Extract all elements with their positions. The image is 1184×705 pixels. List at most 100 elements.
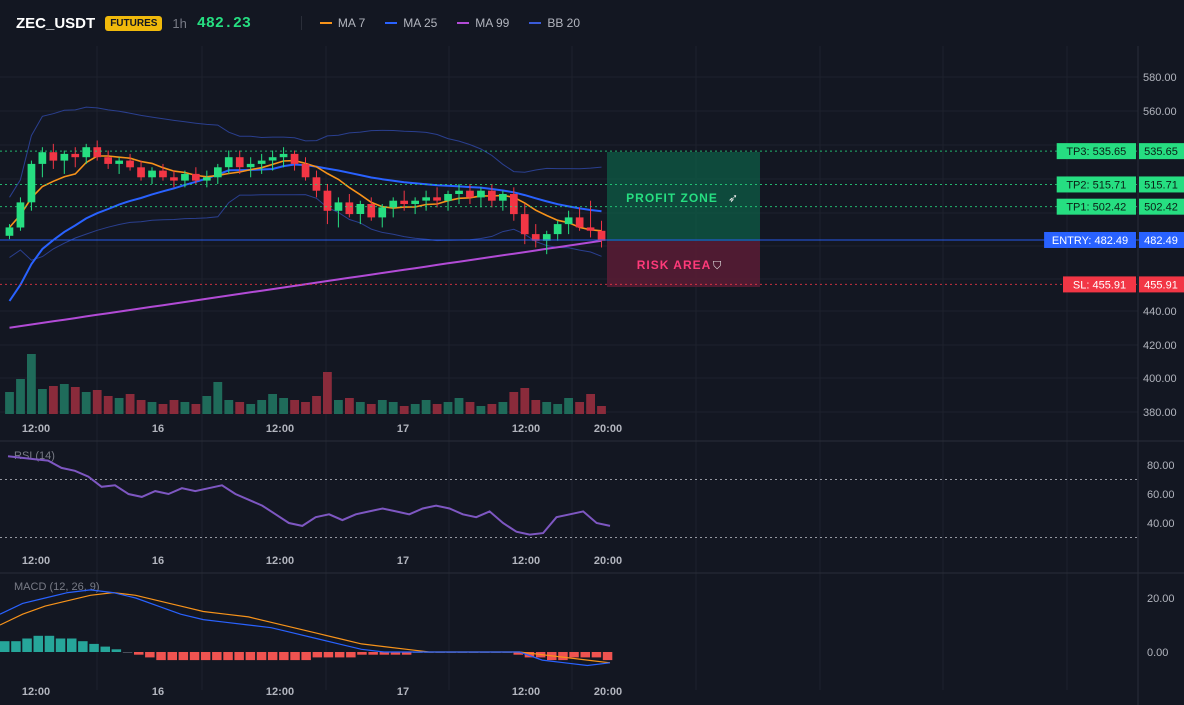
macd-histogram-bar xyxy=(256,652,267,661)
volume-bar xyxy=(410,404,420,414)
macd-histogram-bar xyxy=(569,652,579,658)
macd-histogram-bar xyxy=(279,652,289,661)
time-tick-label: 17 xyxy=(397,686,409,698)
level-axis-label: 482.49 xyxy=(1144,235,1178,247)
rsi-tick-label: 80.00 xyxy=(1147,460,1175,472)
legend-bb20-label: BB 20 xyxy=(547,16,581,30)
volume-bar xyxy=(443,402,453,414)
time-tick-label: 20:00 xyxy=(594,423,622,435)
bb-upper-line xyxy=(9,106,602,198)
candle-body xyxy=(575,217,584,228)
candle-body xyxy=(115,160,123,164)
last-price: 482.23 xyxy=(196,14,251,32)
macd-histogram-bar xyxy=(368,652,378,655)
level-axis-tag xyxy=(1139,198,1184,215)
macd-histogram-bar xyxy=(44,635,55,652)
risk-zone xyxy=(607,241,760,287)
price-tick-label: 580.00 xyxy=(1143,72,1177,84)
macd-title: MACD (12, 26, 9) xyxy=(14,581,100,593)
timeframe-label[interactable]: 1h xyxy=(172,15,187,31)
macd-histogram-bar xyxy=(312,652,323,658)
level-tag-label: ENTRY: 482.49 xyxy=(1052,235,1128,247)
volume-bar xyxy=(5,392,14,414)
time-tick-label: 12:00 xyxy=(512,423,540,435)
profit-zone xyxy=(607,152,760,241)
volume-bar xyxy=(454,398,464,414)
rocket-icon: ➶ xyxy=(728,191,738,205)
candle-body xyxy=(510,194,518,215)
level-tag xyxy=(1063,276,1136,293)
candle-body xyxy=(553,224,562,235)
bollinger-bands xyxy=(9,106,602,261)
volume-bar xyxy=(377,400,387,414)
candle-body xyxy=(466,190,474,198)
volume-bars xyxy=(5,354,606,414)
volume-bar xyxy=(575,402,584,414)
level-axis-tag xyxy=(1139,143,1184,160)
candlesticks xyxy=(5,140,606,255)
ma25-swatch xyxy=(385,22,398,24)
level-tag-label: TP3: 535.65 xyxy=(1066,146,1126,158)
volume-bar xyxy=(224,400,234,414)
macd-histogram-bar xyxy=(245,652,256,661)
candle-body xyxy=(586,227,595,231)
candle-body xyxy=(531,234,540,241)
futures-badge: FUTURES xyxy=(105,15,163,31)
macd-histogram-bar xyxy=(524,652,535,658)
macd-histogram-bar xyxy=(267,652,278,661)
macd-histogram-bar xyxy=(323,652,334,658)
candle-body xyxy=(488,190,496,201)
legend-bb20[interactable]: BB 20 xyxy=(529,16,580,30)
legend-ma99-label: MA 99 xyxy=(475,16,510,30)
level-tag-label: SL: 455.91 xyxy=(1073,279,1126,291)
candle-body xyxy=(159,170,167,178)
time-tick-label: 20:00 xyxy=(594,686,622,698)
volume-bar xyxy=(345,398,354,414)
candle-body xyxy=(520,214,529,235)
volume-bar xyxy=(246,404,256,414)
level-axis-label: 502.42 xyxy=(1144,202,1178,214)
volume-bar xyxy=(531,400,541,414)
volume-bar xyxy=(147,402,157,414)
candle-body xyxy=(334,202,343,211)
volume-bar xyxy=(235,402,245,414)
macd-histogram-bar xyxy=(234,652,244,661)
legend-ma99[interactable]: MA 99 xyxy=(457,16,509,30)
legend-ma25[interactable]: MA 25 xyxy=(385,16,437,30)
bb20-swatch xyxy=(529,22,542,24)
volume-bar xyxy=(158,404,168,414)
candle-body xyxy=(104,157,112,164)
candle-body xyxy=(82,147,91,158)
macd-histogram-bar xyxy=(189,652,200,661)
candle-body xyxy=(444,194,452,201)
macd-line xyxy=(0,589,611,667)
time-tick-label: 12:00 xyxy=(266,555,294,567)
level-axis-tag xyxy=(1139,231,1184,248)
candle-body xyxy=(499,194,507,201)
macd-tick-label: 0.00 xyxy=(1147,647,1168,659)
volume-bar xyxy=(509,392,519,414)
volume-bar xyxy=(553,404,563,414)
legend-ma7[interactable]: MA 7 xyxy=(319,16,366,30)
candle-body xyxy=(268,157,277,161)
volume-bar xyxy=(520,388,530,414)
macd-histogram-bar xyxy=(200,652,211,661)
volume-bar xyxy=(59,384,69,414)
symbol-label[interactable]: ZEC_USDT xyxy=(16,14,96,32)
grid-lines xyxy=(0,46,1184,705)
volume-bar xyxy=(323,372,332,414)
legend-ma7-label: MA 7 xyxy=(337,16,366,30)
candle-body xyxy=(290,153,299,164)
macd-histogram-bar xyxy=(11,641,21,652)
macd-histogram-bar xyxy=(145,652,155,658)
level-tag-label: TP1: 502.42 xyxy=(1066,202,1126,214)
volume-bar xyxy=(586,394,595,414)
macd-histogram-bar xyxy=(22,638,32,652)
ma99-swatch xyxy=(457,22,470,24)
time-tick-label: 16 xyxy=(152,686,164,698)
profit-zone-label: PROFIT ZONE xyxy=(626,191,718,205)
volume-bar xyxy=(191,404,201,414)
candle-body xyxy=(378,207,387,218)
macd-tick-label: 20.00 xyxy=(1147,593,1175,605)
